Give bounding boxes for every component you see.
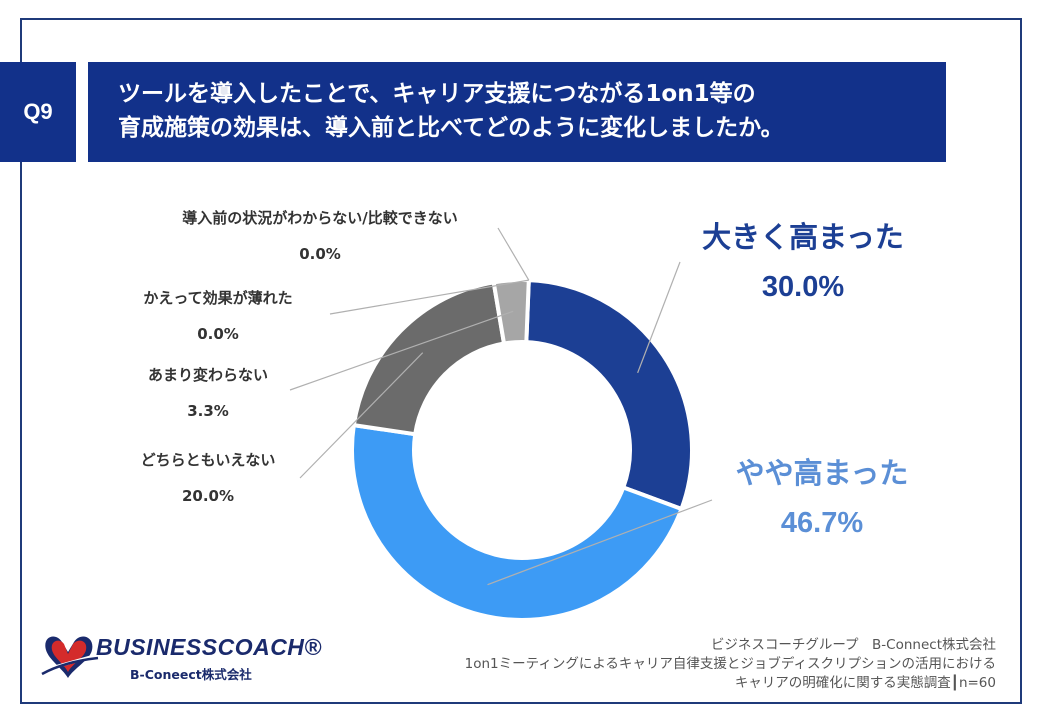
label-slice-1: やや高まった 46.7% <box>712 448 932 548</box>
slice-2-label: どちらともいえない <box>140 451 276 469</box>
label-slice-2: どちらともいえない 20.0% <box>108 442 308 514</box>
label-slice-3: あまり変わらない 3.3% <box>108 357 308 429</box>
slice-1-label: やや高まった <box>735 456 909 490</box>
source-note: ビジネスコーチグループ B-Connect株式会社 1on1ミーティングによるキ… <box>465 636 996 693</box>
label-slice-4: かえって効果が薄れた 0.0% <box>108 280 328 352</box>
slice-0-value: 30.0% <box>761 271 845 303</box>
question-title-line2: 育成施策の効果は、導入前と比べてどのように変化しましたか。 <box>118 115 784 141</box>
slice-4-value: 0.0% <box>197 325 239 343</box>
slice-5-label: 導入前の状況がわからない/比較できない <box>182 209 458 227</box>
slice-3-label: あまり変わらない <box>147 366 268 384</box>
question-title: ツールを導入したことで、キャリア支援につながる1on1等の 育成施策の効果は、導… <box>88 62 946 162</box>
question-title-line1: ツールを導入したことで、キャリア支援につながる1on1等の <box>118 81 756 107</box>
slice-3-value: 3.3% <box>187 402 229 420</box>
slice-5-value: 0.0% <box>299 245 341 263</box>
logo-wordmark: BUSINESSCOACH® <box>96 634 322 660</box>
leader-line-1 <box>487 499 713 586</box>
donut-slice-0 <box>524 278 694 512</box>
logo-company: B-Coneect株式会社 <box>130 667 252 682</box>
slice-1-value: 46.7% <box>780 507 864 539</box>
label-slice-0: 大きく高まった 30.0% <box>680 212 926 312</box>
slice-2-value: 20.0% <box>181 487 235 505</box>
leader-line-0 <box>637 261 681 374</box>
slice-0-label: 大きく高まった <box>702 220 904 254</box>
business-coach-logo <box>41 636 99 678</box>
source-line3: キャリアの明確化に関する実態調査┃n=60 <box>734 675 996 691</box>
source-line1: ビジネスコーチグループ B-Connect株式会社 <box>710 637 996 653</box>
slice-4-label: かえって効果が薄れた <box>143 289 293 307</box>
donut-slice-2 <box>351 280 507 437</box>
donut-slice-1 <box>350 422 685 622</box>
leader-line-5 <box>497 227 530 281</box>
leader-line-3 <box>289 310 514 391</box>
question-number: Q9 <box>0 62 76 162</box>
leader-line-2 <box>299 352 424 479</box>
leader-line-4 <box>329 279 529 315</box>
label-slice-5: 導入前の状況がわからない/比較できない 0.0% <box>130 200 510 272</box>
outer-frame <box>20 18 1022 704</box>
source-line2: 1on1ミーティングによるキャリア自律支援とジョブディスクリプションの活用におけ… <box>464 656 996 672</box>
